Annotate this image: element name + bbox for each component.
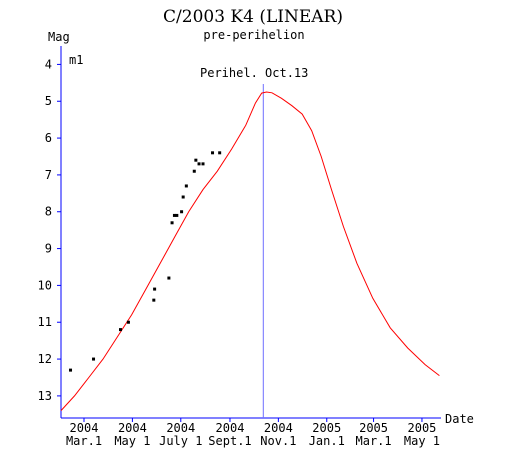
observed-point bbox=[153, 287, 157, 291]
observed-point bbox=[180, 210, 184, 214]
chart-subtitle: pre-perihelion bbox=[203, 28, 304, 42]
model-magnitude-curve bbox=[60, 91, 440, 411]
y-tick-label: 8 bbox=[45, 205, 52, 219]
y-tick-label: 13 bbox=[38, 389, 52, 403]
y-tick-label: 4 bbox=[45, 57, 52, 71]
y-axis-ticks: 4 5 6 7 8 9 10 11 12 13 bbox=[38, 57, 61, 403]
observed-point bbox=[175, 213, 179, 217]
observed-point bbox=[181, 195, 185, 199]
observed-point bbox=[218, 151, 222, 155]
x-tick-year: 2005 bbox=[312, 421, 341, 435]
x-tick-label: May 1 bbox=[404, 434, 440, 448]
y-tick-label: 7 bbox=[45, 168, 52, 182]
series-label: m1 bbox=[69, 53, 83, 67]
y-tick-label: 11 bbox=[38, 315, 52, 329]
y-tick-label: 9 bbox=[45, 242, 52, 256]
observed-point bbox=[184, 184, 188, 188]
chart-title: C/2003 K4 (LINEAR) bbox=[163, 7, 343, 27]
y-tick-label: 6 bbox=[45, 131, 52, 145]
observed-point bbox=[118, 328, 122, 332]
observed-point bbox=[192, 169, 196, 173]
observed-point bbox=[152, 298, 156, 302]
x-tick-label: Mar.1 bbox=[66, 434, 102, 448]
observed-magnitude-points bbox=[69, 151, 222, 372]
observed-point bbox=[69, 368, 73, 372]
observed-point bbox=[167, 276, 171, 280]
x-tick-label: July 1 bbox=[159, 434, 202, 448]
x-axis-label: Date bbox=[445, 412, 474, 426]
x-tick-year: 2004 bbox=[264, 421, 293, 435]
observed-point bbox=[211, 151, 215, 155]
perihelion-annotation: Perihel. Oct.13 bbox=[200, 66, 308, 80]
observed-point bbox=[197, 162, 201, 166]
y-tick-label: 5 bbox=[45, 94, 52, 108]
x-tick-year: 2004 bbox=[216, 421, 245, 435]
observed-point bbox=[201, 162, 205, 166]
y-axis-label: Mag bbox=[48, 30, 70, 44]
observed-point bbox=[126, 320, 130, 324]
x-tick-label: Jan.1 bbox=[309, 434, 345, 448]
x-tick-label: Mar.1 bbox=[356, 434, 392, 448]
observed-point bbox=[170, 221, 174, 225]
x-tick-label: Nov.1 bbox=[260, 434, 296, 448]
observed-point bbox=[92, 357, 96, 361]
x-tick-year: 2004 bbox=[118, 421, 147, 435]
x-tick-label: May 1 bbox=[114, 434, 150, 448]
y-tick-label: 10 bbox=[38, 278, 52, 292]
x-tick-year: 2005 bbox=[359, 421, 388, 435]
x-tick-label: Sept.1 bbox=[208, 434, 251, 448]
observed-point bbox=[172, 213, 176, 217]
y-tick-label: 12 bbox=[38, 352, 52, 366]
x-tick-year: 2004 bbox=[70, 421, 99, 435]
x-tick-year: 2005 bbox=[408, 421, 437, 435]
x-tick-year: 2004 bbox=[166, 421, 195, 435]
observed-point bbox=[194, 158, 198, 162]
